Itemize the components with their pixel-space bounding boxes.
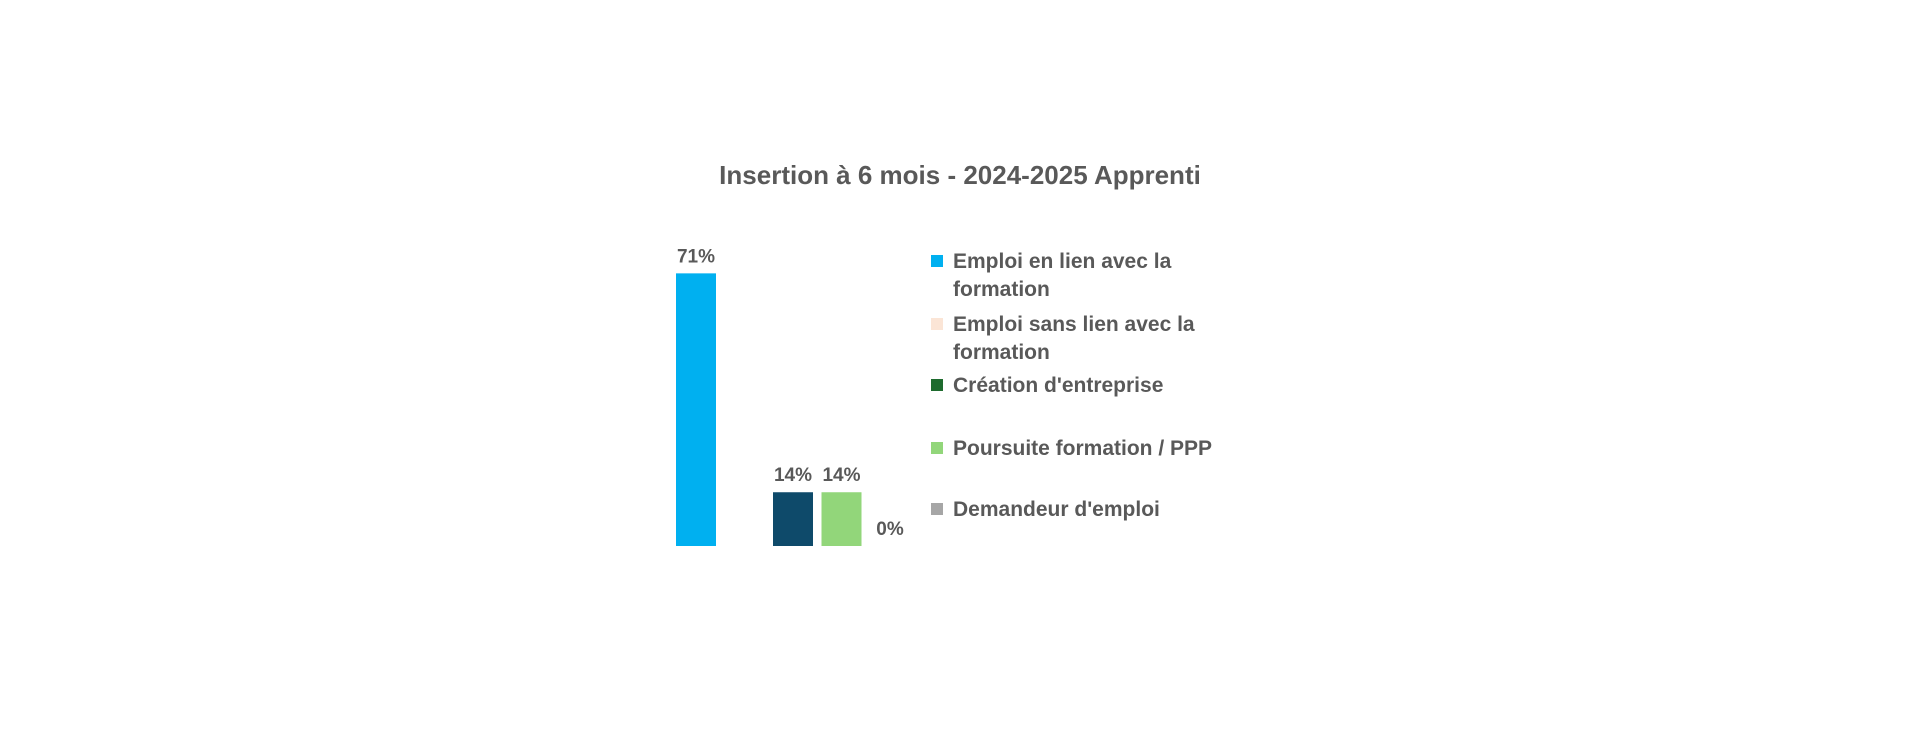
legend-swatch [931,379,943,391]
legend-item-creation-entreprise: Création d'entreprise [931,372,1311,400]
chart-title: Insertion à 6 mois - 2024-2025 Apprenti [719,160,1201,190]
legend-swatch [931,318,943,330]
legend-swatch [931,503,943,515]
bar-poursuite-formation-ppp [821,492,862,546]
legend-swatch [931,255,943,267]
legend-label: Emploi sans lien avec la formation [953,313,1195,364]
legend-label: Création d'entreprise [953,374,1164,397]
legend-item-emploi-en-lien: Emploi en lien avec la formation [931,248,1311,304]
legend-label: Demandeur d'emploi [953,498,1160,521]
bars-group [676,273,862,546]
legend-item-emploi-sans-lien: Emploi sans lien avec la formation [931,311,1311,367]
data-label-poursuite-formation-ppp: 14% [822,465,860,486]
legend-item-poursuite-formation: Poursuite formation / PPP [931,435,1311,463]
legend-label: Poursuite formation / PPP [953,437,1213,460]
data-label-emploi-en-lien-avec-la-formation: 71% [677,246,715,267]
data-label-demandeur-d-emploi: 0% [876,519,904,540]
bar-cr-ation-d-entreprise [773,492,813,546]
data-labels-group: 71% 14% 14% 0% [677,246,904,540]
legend-swatch [931,442,943,454]
bar-emploi-en-lien-avec-la-formation [676,273,716,546]
data-label-cr-ation-d-entreprise: 14% [774,465,812,486]
legend-item-demandeur-emploi: Demandeur d'emploi [931,496,1311,524]
legend-label: Emploi en lien avec la formation [953,250,1172,301]
